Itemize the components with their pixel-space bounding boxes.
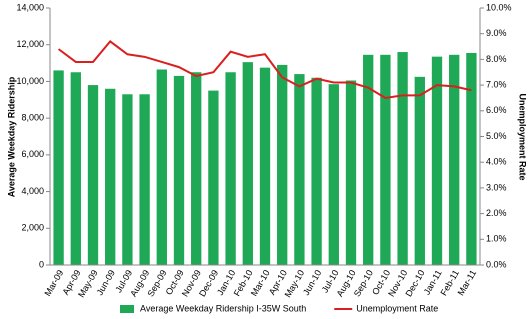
y2-tick-label: 3.0% — [486, 182, 507, 192]
bar — [105, 88, 116, 266]
bar — [449, 54, 460, 265]
bar — [397, 52, 408, 265]
y2-tick-label: 8.0% — [486, 54, 507, 64]
bar — [259, 67, 271, 266]
y2-tick-label: 1.0% — [486, 234, 507, 244]
bar — [208, 90, 219, 265]
line — [58, 40, 472, 99]
y-axis-title: Average Weekday Ridership — [6, 76, 16, 197]
y2-tick-label: 10.0% — [486, 2, 512, 12]
y2-tick-label: 5.0% — [486, 131, 507, 141]
y2-tick-label: 2.0% — [486, 208, 507, 218]
bar — [191, 72, 202, 265]
bar — [277, 64, 288, 266]
legend-label: Average Weekday Ridership I-35W South — [140, 303, 306, 313]
bar — [87, 85, 99, 265]
y-tick-label: 6,000 — [21, 149, 44, 159]
bar — [345, 80, 357, 265]
bar — [139, 94, 150, 266]
bar — [53, 70, 64, 266]
y-tick-label: 10,000 — [16, 76, 44, 86]
y2-tick-label: 6.0% — [486, 105, 507, 115]
bar — [70, 72, 81, 265]
y2-axis-title: Unemployment Rate — [518, 93, 528, 180]
y2-tick-label: 4.0% — [486, 157, 507, 167]
bar — [328, 84, 339, 265]
y-tick-label: 4,000 — [21, 186, 44, 196]
y2-tick-label: 7.0% — [486, 79, 507, 89]
y-tick-label: 14,000 — [16, 2, 44, 12]
y2-tick-label: 0.0% — [486, 259, 507, 269]
bar — [414, 76, 425, 265]
y2-tick-label: 9.0% — [486, 28, 507, 38]
bar — [122, 94, 133, 266]
bar — [466, 52, 477, 265]
legend-swatch — [120, 305, 134, 313]
y-tick-label: 0 — [39, 259, 44, 269]
bar — [242, 62, 253, 266]
y-tick-label: 8,000 — [21, 113, 44, 123]
y-tick-label: 12,000 — [16, 39, 44, 49]
bar — [380, 54, 391, 265]
legend-label: Unemployment Rate — [356, 303, 438, 313]
bar — [311, 77, 322, 265]
bar — [294, 74, 305, 265]
bar — [363, 54, 374, 265]
y-tick-label: 2,000 — [21, 223, 44, 233]
bar — [225, 72, 236, 265]
bar — [173, 75, 185, 266]
bar — [156, 69, 167, 265]
bar — [431, 56, 443, 266]
